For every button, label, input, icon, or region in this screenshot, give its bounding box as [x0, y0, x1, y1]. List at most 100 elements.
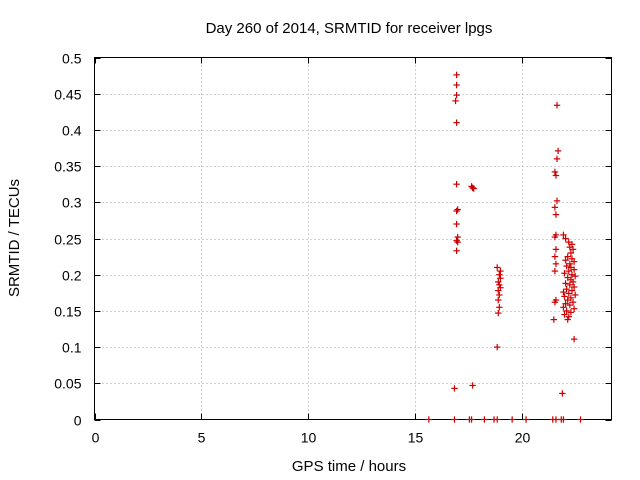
data-point — [571, 291, 579, 299]
plot-frame — [94, 57, 612, 420]
data-point — [453, 237, 460, 244]
y-tick-label: 0.35 — [54, 159, 81, 175]
y-tick-label: 0.2 — [62, 268, 82, 284]
data-point — [496, 304, 503, 311]
data-point — [560, 231, 567, 239]
x-tick-label: 20 — [515, 430, 531, 446]
y-tick-label: 0 — [74, 413, 82, 429]
data-point — [570, 305, 578, 312]
data-point — [552, 416, 560, 423]
data-point — [561, 311, 568, 318]
x-tick-label: 15 — [408, 430, 424, 446]
data-point — [570, 266, 578, 273]
data-point — [566, 243, 574, 251]
chart-title: Day 260 of 2014, SRMTID for receiver lpg… — [206, 20, 493, 37]
y-tick-label: 0.3 — [62, 195, 82, 211]
data-point — [566, 301, 574, 309]
data-point — [552, 172, 560, 179]
data-point — [425, 416, 433, 423]
data-point — [563, 307, 570, 315]
data-point — [565, 290, 572, 297]
x-tick-label: 5 — [198, 430, 206, 446]
data-point — [564, 296, 571, 304]
data-point — [560, 288, 567, 296]
data-point — [522, 416, 530, 423]
data-point — [566, 260, 574, 268]
data-point — [495, 287, 502, 294]
data-point — [469, 382, 476, 389]
data-point — [559, 390, 566, 397]
data-point — [495, 278, 502, 286]
data-point — [561, 270, 568, 277]
data-points — [425, 71, 584, 423]
data-point — [567, 249, 575, 257]
data-point — [496, 271, 503, 278]
data-point — [494, 416, 501, 423]
data-point — [451, 385, 458, 392]
data-point — [495, 309, 502, 317]
data-point — [469, 184, 476, 192]
data-point — [551, 168, 559, 176]
data-point — [453, 247, 460, 255]
data-point — [567, 264, 575, 271]
data-point — [497, 275, 504, 282]
data-point — [569, 246, 577, 253]
data-point — [453, 91, 460, 99]
y-axis-label: SRMTID / TECUs — [6, 179, 23, 297]
data-point — [481, 416, 488, 423]
data-point — [494, 343, 501, 351]
y-tick-label: 0.5 — [62, 51, 82, 67]
y-tick-label: 0.1 — [62, 340, 82, 356]
y-tick-label: 0.45 — [54, 87, 81, 103]
data-point — [565, 313, 572, 320]
data-point — [551, 299, 559, 306]
axis-ticks — [94, 57, 612, 421]
grid-lines — [94, 57, 612, 420]
data-point — [453, 181, 460, 188]
data-point — [570, 335, 578, 343]
y-tick-labels: 0 0.05 0.1 0.15 0.2 0.25 0.3 0.35 0.4 0.45 0.5 — [54, 51, 81, 429]
data-point — [552, 260, 560, 268]
data-point — [551, 253, 559, 260]
data-point — [495, 296, 502, 304]
data-point — [452, 97, 459, 105]
y-tick-label: 0.25 — [54, 232, 81, 248]
data-point — [570, 283, 578, 291]
data-point — [565, 238, 572, 246]
data-point — [570, 258, 578, 265]
data-point — [451, 416, 458, 423]
data-point — [577, 416, 584, 423]
data-point — [563, 285, 570, 293]
data-point — [551, 233, 559, 241]
data-point — [552, 246, 560, 253]
data-point — [571, 272, 579, 280]
data-point — [569, 299, 577, 306]
x-tick-labels: 0 5 10 15 20 — [92, 430, 531, 446]
data-point — [468, 416, 475, 423]
data-point — [560, 416, 567, 423]
data-point — [497, 267, 504, 275]
data-point — [553, 155, 561, 163]
data-point — [550, 316, 558, 323]
data-point — [564, 274, 571, 281]
data-point — [552, 211, 560, 218]
data-point — [563, 262, 570, 270]
data-point — [553, 102, 561, 109]
data-point — [453, 71, 460, 79]
data-point — [453, 119, 460, 126]
data-point — [562, 280, 569, 287]
data-point — [569, 278, 577, 286]
data-point — [567, 309, 575, 316]
data-point — [470, 185, 477, 192]
data-point — [562, 257, 569, 264]
data-point — [551, 204, 559, 211]
data-point — [453, 220, 460, 228]
data-point — [561, 293, 568, 300]
data-point — [560, 304, 567, 311]
x-tick-label: 10 — [301, 430, 317, 446]
data-point — [565, 267, 572, 275]
data-point — [494, 264, 501, 271]
data-point — [568, 287, 576, 294]
y-tick-label: 0.05 — [54, 376, 81, 392]
